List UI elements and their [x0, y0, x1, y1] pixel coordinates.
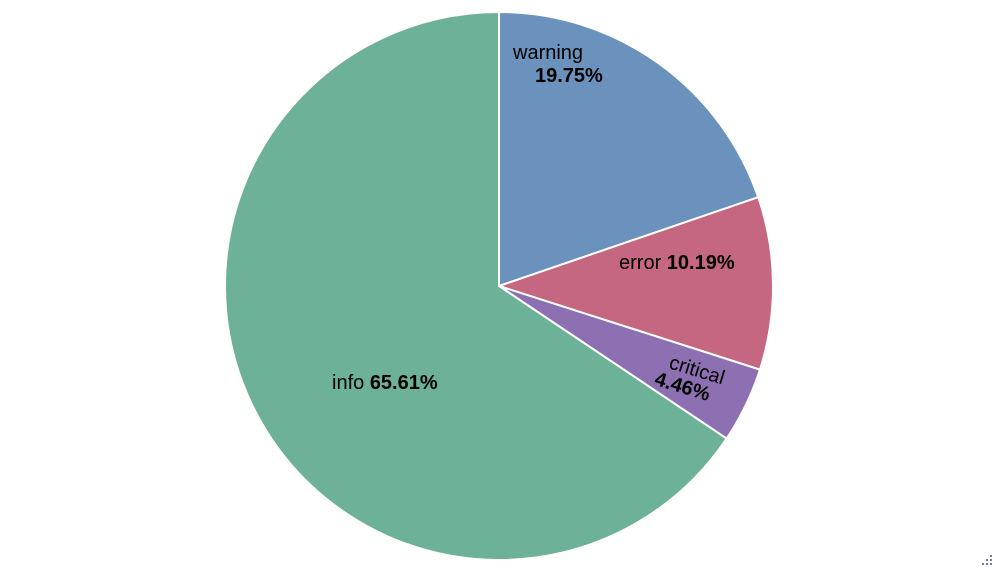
pie-slices: [224, 10, 774, 561]
slice-label-info: info 65.61%: [332, 372, 438, 394]
resize-handle-icon[interactable]: [982, 555, 994, 567]
slice-pct-warning: 19.75%: [535, 65, 603, 87]
pie-slice-warning[interactable]: [498, 10, 760, 288]
pie-slice-info[interactable]: [224, 10, 729, 561]
pie-slice-error[interactable]: [495, 195, 774, 371]
slice-label-warning: warning: [512, 42, 583, 64]
slice-label-error: error 10.19%: [619, 252, 735, 274]
